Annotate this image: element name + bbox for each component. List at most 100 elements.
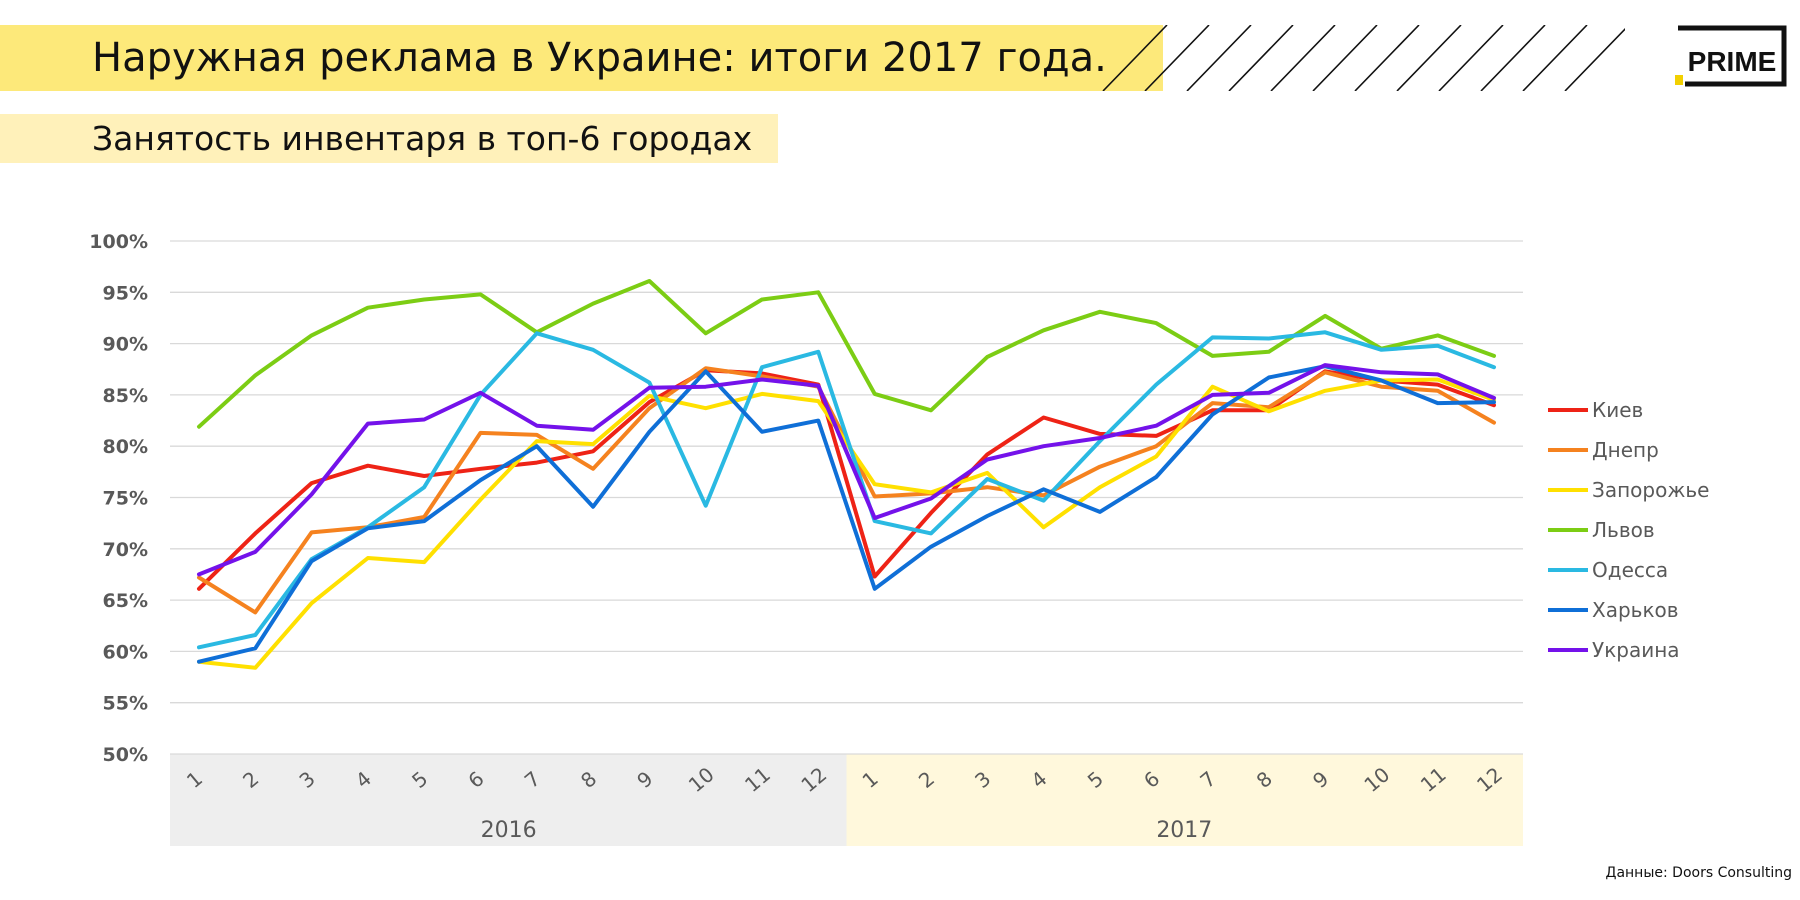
data-point: [1210, 335, 1214, 339]
data-point: [310, 530, 314, 534]
y-tick-label: 95%: [103, 282, 148, 304]
data-point: [647, 406, 651, 410]
data-point: [253, 666, 257, 670]
data-point: [873, 392, 877, 396]
data-point: [1098, 439, 1102, 443]
legend-label: Харьков: [1592, 598, 1679, 622]
y-tick-label: 60%: [103, 641, 148, 663]
data-point: [1210, 393, 1214, 397]
data-point: [647, 381, 651, 385]
data-point: [1267, 375, 1271, 379]
year-labels: 2016 2017: [481, 818, 1213, 843]
data-point: [1267, 409, 1271, 413]
data-point: [647, 430, 651, 434]
data-point: [422, 418, 426, 422]
data-point: [816, 290, 820, 294]
data-point: [985, 485, 989, 489]
data-point: [1098, 485, 1102, 489]
data-point: [1436, 372, 1440, 376]
data-point: [760, 392, 764, 396]
data-point: [1098, 510, 1102, 514]
data-point: [197, 660, 201, 664]
series-line: [197, 368, 1496, 591]
data-point: [1098, 436, 1102, 440]
data-point: [985, 477, 989, 481]
data-point: [310, 333, 314, 337]
year-label: 2016: [481, 818, 537, 843]
year-band-2016: [170, 754, 847, 846]
data-point: [479, 467, 483, 471]
data-point: [816, 399, 820, 403]
data-point: [1436, 401, 1440, 405]
data-point: [1492, 403, 1496, 407]
y-tick-label: 100%: [89, 231, 148, 253]
data-point: [1042, 499, 1046, 503]
data-point: [1210, 401, 1214, 405]
data-point: [310, 601, 314, 605]
data-point: [1323, 370, 1327, 374]
data-point: [591, 467, 595, 471]
data-point: [1154, 454, 1158, 458]
y-tick-label: 50%: [103, 744, 148, 766]
y-tick-label: 85%: [103, 385, 148, 407]
data-point: [535, 433, 539, 437]
logo-accent: [1675, 75, 1683, 85]
data-point: [591, 348, 595, 352]
source-note: Данные: Doors Consulting: [1605, 865, 1792, 881]
data-point: [647, 400, 651, 404]
series-line: [197, 279, 1496, 429]
data-point: [760, 374, 764, 378]
year-label: 2017: [1156, 818, 1212, 843]
data-point: [929, 497, 933, 501]
data-point: [929, 408, 933, 412]
data-point: [704, 366, 708, 370]
data-point: [1379, 385, 1383, 389]
data-point: [1492, 354, 1496, 358]
data-point: [1267, 350, 1271, 354]
series-line: [197, 330, 1496, 650]
data-point: [479, 391, 483, 395]
y-tick-label: 70%: [103, 539, 148, 561]
legend-label: Одесса: [1592, 558, 1669, 582]
data-point: [1154, 424, 1158, 428]
page-title: Наружная реклама в Украине: итоги 2017 г…: [92, 35, 1107, 81]
data-point: [1323, 389, 1327, 393]
data-point: [1210, 412, 1214, 416]
data-point: [366, 556, 370, 560]
data-point: [1436, 383, 1440, 387]
data-point: [422, 485, 426, 489]
data-point: [873, 494, 877, 498]
data-point: [422, 297, 426, 301]
data-point: [985, 452, 989, 456]
data-point: [760, 297, 764, 301]
data-point: [704, 504, 708, 508]
data-point: [1492, 365, 1496, 369]
data-point: [1379, 379, 1383, 383]
data-point: [1154, 434, 1158, 438]
legend-swatch: [1548, 648, 1588, 652]
data-point: [197, 587, 201, 591]
data-point: [1267, 391, 1271, 395]
legend-swatch: [1548, 488, 1588, 492]
data-point: [591, 428, 595, 432]
data-point: [704, 385, 708, 389]
data-point: [310, 492, 314, 496]
data-point: [253, 550, 257, 554]
page-subtitle: Занятость инвентаря в топ-6 городах: [92, 119, 753, 158]
data-point: [366, 306, 370, 310]
legend-swatch: [1548, 608, 1588, 612]
data-point: [535, 439, 539, 443]
logo-text: PRIME: [1688, 46, 1777, 77]
data-point: [816, 419, 820, 423]
data-point: [647, 394, 651, 398]
data-point: [1210, 385, 1214, 389]
data-point: [647, 279, 651, 283]
data-point: [1154, 321, 1158, 325]
data-point: [422, 515, 426, 519]
data-point: [253, 633, 257, 637]
data-point: [1154, 475, 1158, 479]
legend-label: Львов: [1592, 518, 1655, 542]
data-point: [591, 449, 595, 453]
data-point: [1267, 405, 1271, 409]
data-point: [1436, 333, 1440, 337]
